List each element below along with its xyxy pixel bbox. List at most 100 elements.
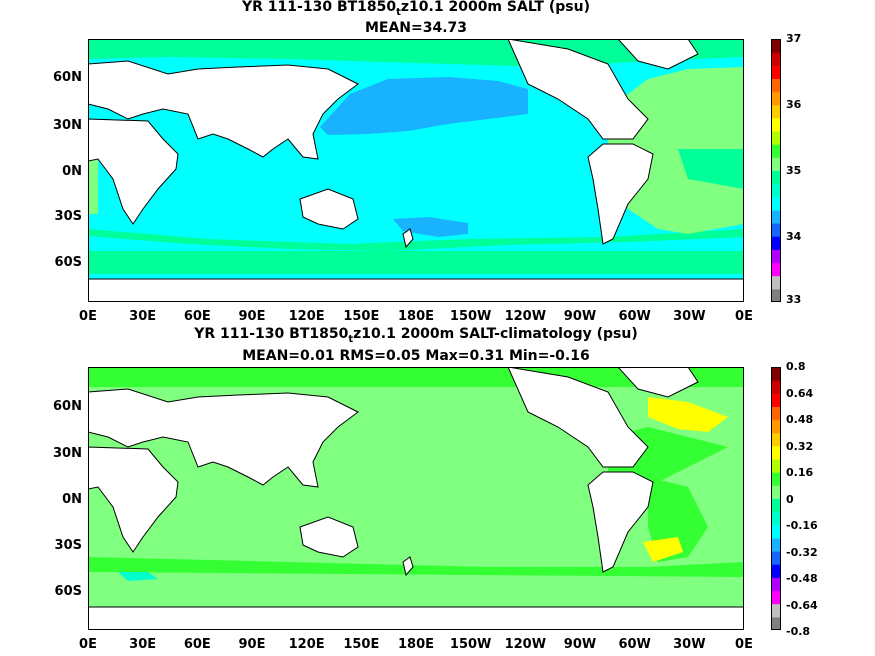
panel1-x-label: 150W	[449, 309, 492, 324]
colorbar-swatch	[771, 590, 781, 605]
panel2-x-label: 90W	[563, 637, 597, 652]
panel2-map	[88, 367, 744, 630]
panel2-x-label: 150W	[449, 637, 492, 652]
panel1-y-label: 30N	[53, 118, 82, 133]
colorbar-swatch	[771, 157, 781, 171]
panel1-y-label: 30S	[54, 209, 82, 224]
panel1-x-label: 180E	[397, 309, 435, 324]
colorbar-swatch	[771, 367, 781, 381]
colorbar-swatch	[771, 472, 781, 486]
colorbar-swatch	[771, 459, 781, 473]
colorbar-swatch	[771, 39, 781, 53]
colorbar-swatch	[771, 131, 781, 145]
panel2-x-label: 0E	[79, 637, 97, 652]
colorbar-swatch	[771, 170, 781, 185]
colorbar-swatch	[771, 393, 781, 407]
colorbar-swatch	[771, 616, 781, 630]
panel2-cb-label: 0.8	[786, 360, 806, 373]
panel1-y-label: 0N	[62, 164, 82, 179]
panel2-y-label: 30N	[53, 446, 82, 461]
panel1-x-label: 60W	[618, 309, 651, 324]
colorbar-swatch	[771, 485, 781, 499]
panel2-y-label: 0N	[62, 492, 82, 507]
panel1-cb-label: 34	[786, 230, 802, 243]
colorbar-swatch	[771, 406, 781, 421]
panel1-cb-label: 37	[786, 32, 802, 45]
colorbar-swatch	[771, 498, 781, 513]
colorbar-swatch	[771, 65, 781, 79]
colorbar-swatch	[771, 445, 781, 460]
colorbar-swatch	[771, 537, 781, 552]
colorbar-swatch	[771, 577, 781, 592]
colorbar-swatch	[771, 144, 781, 158]
panel2-land	[88, 367, 744, 630]
panel1-x-label: 90E	[238, 309, 266, 324]
panel2-cb-label: 0.64	[786, 386, 814, 400]
panel1-y-label: 60S	[54, 255, 82, 270]
panel1-x-label: 120W	[504, 309, 547, 324]
colorbar-swatch	[771, 183, 781, 198]
panel1-land	[88, 39, 744, 302]
colorbar-swatch	[771, 564, 781, 578]
colorbar-swatch	[771, 91, 781, 106]
colorbar-swatch	[771, 223, 781, 237]
colorbar-swatch	[771, 288, 781, 302]
panel1-map	[88, 39, 744, 302]
panel1-cb-label: 36	[786, 98, 802, 111]
colorbar-swatch	[771, 52, 781, 66]
panel2-x-label: 0E	[735, 637, 753, 652]
colorbar-swatch	[771, 603, 781, 618]
panel2-x-label: 120W	[504, 637, 547, 652]
panel2-x-label: 90E	[238, 637, 266, 652]
panel2-y-label: 30S	[54, 538, 82, 553]
panel2-yellow-south	[643, 537, 683, 562]
panel2-x-label: 30W	[673, 637, 706, 652]
colorbar-swatch	[771, 524, 781, 539]
panel1-y-label: 60N	[53, 70, 82, 85]
panel2-cb-label: 0.48	[786, 413, 814, 426]
panel2-y-label: 60S	[54, 584, 82, 599]
panel1-cb-label: 33	[786, 293, 802, 306]
colorbar-swatch	[771, 419, 781, 434]
panel2-cb-label: 0.16	[786, 466, 814, 479]
panel1-atlantic	[608, 67, 744, 234]
colorbar-swatch	[771, 432, 781, 447]
panel1-title: YR 111-130 BT1850tz10.1 2000m SALT (psu)	[242, 0, 590, 18]
panel2-cb-label: -0.16	[786, 519, 818, 532]
colorbar-swatch	[771, 104, 781, 119]
colorbar-swatch	[771, 78, 781, 93]
colorbar-swatch	[771, 262, 781, 277]
panel1-x-label: 30W	[673, 309, 706, 324]
panel1-x-label: 150E	[343, 309, 380, 324]
panel2-x-label: 30E	[129, 637, 157, 652]
colorbar-swatch	[771, 380, 781, 394]
panel2-x-label: 150E	[343, 637, 380, 652]
panel2-cb-label: 0	[786, 492, 794, 506]
colorbar-swatch	[771, 249, 781, 264]
panel2-x-label: 60E	[183, 637, 211, 652]
panel1-x-label: 60E	[183, 309, 211, 324]
colorbar-swatch	[771, 551, 781, 565]
panel2-stats: MEAN=0.01 RMS=0.05 Max=0.31 Min=-0.16	[242, 348, 590, 364]
colorbar-swatch	[771, 236, 781, 250]
panel1-x-label: 120E	[288, 309, 325, 324]
panel2-cb-label: -0.64	[786, 598, 818, 612]
colorbar-swatch	[771, 196, 781, 211]
panel1-x-label: 0E	[79, 309, 97, 324]
colorbar-swatch	[771, 209, 781, 224]
panel2-cb-label: -0.32	[786, 545, 818, 559]
panel1-cb-label: 35	[786, 164, 802, 177]
panel1-x-label: 30E	[129, 309, 157, 324]
panel2-y-label: 60N	[53, 399, 82, 414]
panel1-north-pacific	[320, 77, 528, 135]
panel1-stats: MEAN=34.73	[364, 20, 468, 36]
panel2-x-label: 180E	[397, 637, 435, 652]
panel2-cb-label: -0.8	[786, 625, 811, 638]
colorbar-swatch	[771, 511, 781, 526]
panel1-x-label: 90W	[563, 309, 597, 324]
panel2-x-label: 120E	[288, 637, 325, 652]
panel2-cb-label: -0.48	[786, 572, 818, 585]
panel2-title: YR 111-130 BT1850tz10.1 2000m SALT-clima…	[194, 326, 638, 345]
panel2-yellow-north	[648, 397, 728, 432]
panel2-colorbar	[771, 367, 781, 630]
